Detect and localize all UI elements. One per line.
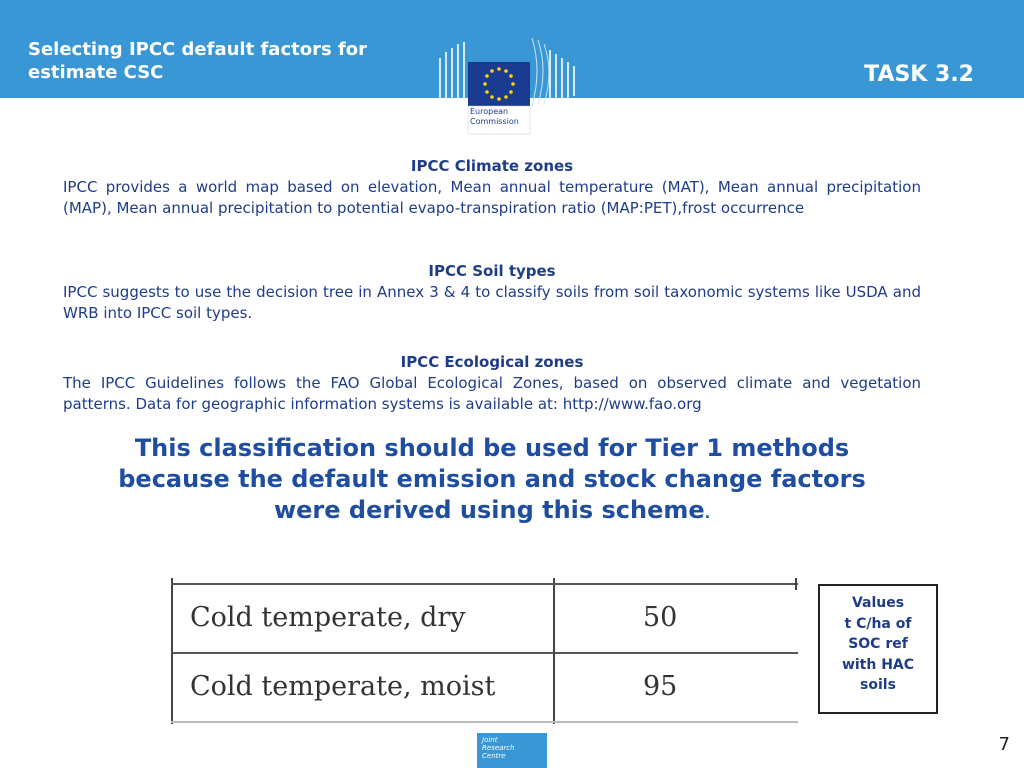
section-body: IPCC provides a world map based on eleva… — [63, 178, 921, 217]
ec-logo-text: European Commission — [470, 107, 519, 126]
soc-reference-table: Cold temperate, dry 50 Cold temperate, m… — [168, 578, 798, 724]
jrc-logo: Joint Research Centre — [477, 733, 547, 768]
section-heading: IPCC Climate zones — [410, 157, 574, 175]
section-soil-types: IPCC Soil types IPCC suggests to use the… — [63, 261, 921, 324]
section-heading: IPCC Ecological zones — [400, 353, 584, 371]
table-column-divider — [553, 578, 555, 724]
ec-building-icon — [439, 37, 575, 135]
table-row: Cold temperate, dry 50 — [168, 586, 798, 659]
table-row-divider — [171, 652, 798, 654]
table-border-bottom — [171, 721, 798, 723]
table-border-top — [171, 583, 798, 585]
table-cell-zone: Cold temperate, moist — [190, 671, 496, 702]
task-label: TASK 3.2 — [864, 62, 974, 87]
eu-stars-icon — [483, 67, 515, 101]
page-number: 7 — [998, 734, 1010, 755]
section-ecological-zones: IPCC Ecological zones The IPCC Guideline… — [63, 352, 921, 415]
tier1-highlight-text: This classification should be used for T… — [118, 434, 866, 524]
table-border-right — [795, 578, 797, 590]
slide-title: Selecting IPCC default factors for estim… — [28, 39, 368, 83]
section-climate-zones: IPCC Climate zones IPCC provides a world… — [63, 156, 921, 219]
table-cell-value: 50 — [643, 602, 678, 633]
section-heading: IPCC Soil types — [428, 262, 556, 280]
section-body: The IPCC Guidelines follows the FAO Glob… — [63, 374, 921, 413]
european-commission-logo — [432, 30, 582, 138]
table-cell-zone: Cold temperate, dry — [190, 602, 466, 633]
table-row: Cold temperate, moist 95 — [168, 655, 798, 728]
table-border-left — [171, 578, 173, 724]
section-body: IPCC suggests to use the decision tree i… — [63, 283, 921, 322]
table-cell-value: 95 — [643, 671, 678, 702]
values-note-box: Values t C/ha of SOC ref with HAC soils — [818, 584, 938, 714]
